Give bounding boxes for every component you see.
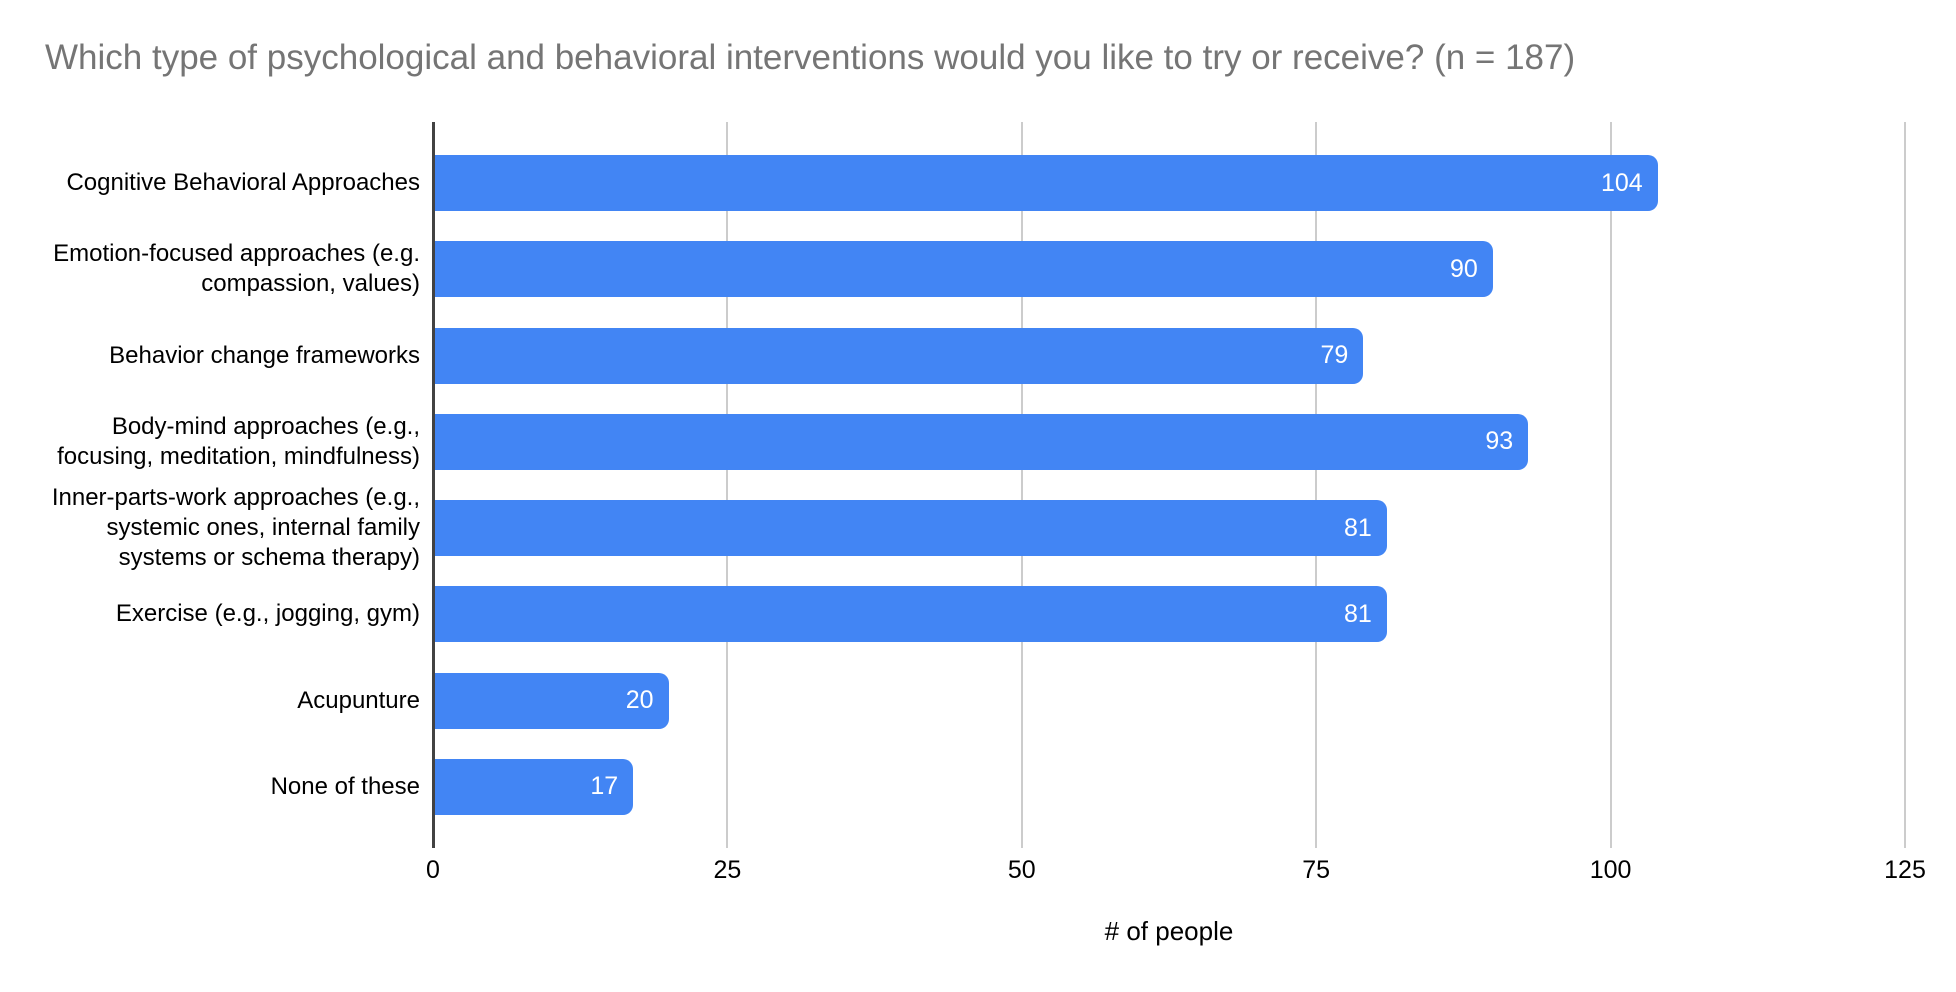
category-label: Emotion-focused approaches (e.g. compass… (53, 240, 420, 298)
bar: 90 (433, 241, 1493, 298)
bar-area: 81 (433, 485, 1905, 571)
bar-area: 104 (433, 140, 1905, 226)
gridline (1609, 122, 1612, 848)
chart-rows: Cognitive Behavioral Approaches 104 Emotio… (0, 140, 1905, 830)
category-label: None of these (270, 772, 420, 800)
category-label: Exercise (e.g., jogging, gym) (115, 600, 420, 628)
chart-row: Exercise (e.g., jogging, gym) 81 (0, 571, 1905, 657)
chart-row: Body-mind approaches (e.g., focusing, me… (0, 399, 1905, 485)
bar: 93 (433, 413, 1529, 470)
x-tick-label: 100 (1589, 856, 1632, 884)
category-label: Body-mind approaches (e.g., focusing, me… (57, 412, 420, 470)
bar-value-label: 20 (625, 686, 654, 715)
bar: 20 (433, 672, 669, 729)
bar: 81 (433, 586, 1387, 643)
x-tick-label: 125 (1884, 856, 1926, 884)
category-label: Inner-parts-work approaches (e.g., syste… (51, 484, 420, 572)
plot-area (433, 122, 1906, 848)
gridline (1315, 122, 1318, 848)
chart-row: Behavior change frameworks 79 (0, 313, 1905, 399)
bar-value-label: 81 (1344, 599, 1372, 628)
bar-value-label: 93 (1485, 427, 1514, 456)
x-tick-label: 75 (1302, 856, 1331, 884)
bar: 17 (433, 758, 634, 815)
bar-value-label: 79 (1320, 341, 1349, 370)
x-tick-label: 25 (713, 856, 742, 884)
x-tick-label: 0 (426, 856, 440, 884)
chart-row: Inner-parts-work approaches (e.g., syste… (0, 484, 1905, 572)
bar: 81 (433, 500, 1387, 557)
bar-area: 90 (433, 226, 1905, 312)
category-label: Cognitive Behavioral Approaches (66, 169, 420, 197)
gridline (1904, 122, 1906, 848)
bar-value-label: 17 (590, 772, 619, 801)
bar-value-label: 104 (1600, 168, 1643, 197)
chart-title: Which type of psychological and behavior… (45, 38, 1576, 77)
category-label: Behavior change frameworks (109, 341, 420, 369)
chart-row: None of these 17 (0, 744, 1905, 830)
chart-row: Emotion-focused approaches (e.g. compass… (0, 226, 1905, 312)
y-axis-line (432, 122, 435, 848)
plot-wrap: Cognitive Behavioral Approaches 104 Emotio… (0, 122, 1906, 848)
bar-area: 20 (433, 658, 1905, 744)
gridline (1020, 122, 1023, 848)
category-label: Acupunture (297, 686, 420, 714)
bar-value-label: 81 (1344, 513, 1372, 542)
x-axis-ticks: 0 25 50 75 100 125 (426, 856, 1926, 886)
bar: 104 (433, 155, 1658, 212)
bar-value-label: 90 (1450, 254, 1478, 283)
bar-area: 79 (433, 313, 1905, 399)
bar-area: 17 (433, 744, 1905, 830)
x-tick-label: 50 (1007, 856, 1036, 884)
bar: 79 (433, 327, 1364, 384)
x-axis-title: # of people (1104, 916, 1234, 946)
chart-row: Acupunture 20 (0, 658, 1905, 744)
chart-row: Cognitive Behavioral Approaches 104 (0, 140, 1905, 226)
gridline (726, 122, 729, 848)
bar-area: 81 (433, 571, 1905, 657)
bar-area: 93 (433, 399, 1905, 485)
